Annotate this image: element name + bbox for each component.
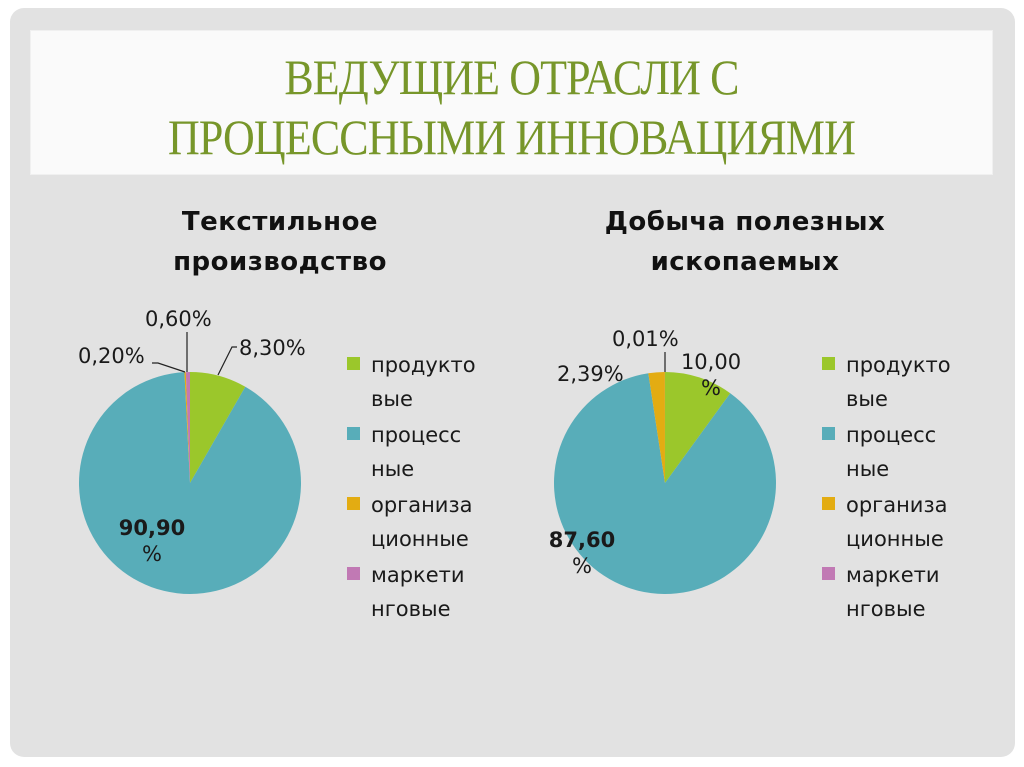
chart2-legend-item-marketing: маркети нговые: [820, 558, 976, 626]
legend-swatch-product: [347, 357, 360, 370]
legend-swatch-organizational: [822, 497, 835, 510]
legend-label-line2: нговые: [371, 597, 451, 621]
chart1-label-process-unit: %: [142, 542, 162, 566]
chart1-legend-item-marketing: маркети нговые: [345, 558, 501, 626]
chart2-label-product-value: 10,00: [680, 350, 742, 374]
legend-label-line1: организа: [371, 493, 473, 517]
chart1-label-organizational: 0,20%: [78, 344, 145, 368]
legend-swatch-marketing: [822, 567, 835, 580]
chart2-label-process: 87,60 %: [542, 527, 622, 579]
pie-slice-organizational: [184, 372, 190, 483]
pie-slice-product: [190, 372, 246, 483]
chart1-leader-product: [217, 346, 237, 376]
pie-slice-organizational: [648, 372, 665, 483]
chart1-label-process: 90,90 %: [112, 515, 192, 567]
pie-slice-marketing: [185, 372, 190, 483]
legend-label-line2: вые: [371, 387, 413, 411]
chart2-title-line2: ископаемых: [650, 247, 840, 277]
chart2-label-organizational: 2,39%: [557, 362, 624, 386]
chart1-legend-item-process: процесс ные: [345, 418, 501, 486]
chart2-legend-item-process: процесс ные: [820, 418, 976, 486]
legend-label-line2: ные: [846, 457, 890, 481]
chart1-label-product: 8,30%: [239, 336, 306, 360]
chart2-pie: [554, 372, 776, 594]
slide-title: ВЕДУЩИЕ ОТРАСЛИ С ПРОЦЕССНЫМИ ИННОВАЦИЯМ…: [89, 47, 935, 167]
legend-label-line1: процесс: [846, 423, 937, 447]
chart2-legend-item-organizational: организа ционные: [820, 488, 976, 556]
chart2-legend-item-product: продукто вые: [820, 348, 976, 416]
chart2-label-marketing: 0,01%: [612, 327, 679, 351]
legend-label-line1: продукто: [846, 353, 951, 377]
legend-label-line2: ционные: [846, 527, 944, 551]
title-box: ВЕДУЩИЕ ОТРАСЛИ С ПРОЦЕССНЫМИ ИННОВАЦИЯМ…: [30, 30, 993, 175]
legend-swatch-organizational: [347, 497, 360, 510]
chart2-label-process-unit: %: [572, 554, 592, 578]
legend-label-line1: продукто: [371, 353, 476, 377]
pie-slice-process: [78, 372, 301, 594]
legend-label-line1: маркети: [846, 563, 940, 587]
chart2-legend: продукто вые процесс ные организа ционные м…: [820, 348, 976, 628]
legend-label-line2: вые: [846, 387, 888, 411]
chart1-legend: продукто вые процесс ные организа ционные м…: [345, 348, 501, 628]
pie-slice-process: [554, 373, 776, 594]
chart1-title-line2: производство: [173, 247, 387, 277]
legend-swatch-product: [822, 357, 835, 370]
chart2-title-line1: Добыча полезных: [604, 207, 886, 237]
chart2-label-process-value: 87,60: [548, 528, 616, 552]
chart2-label-product-unit: %: [701, 376, 721, 400]
legend-label-line1: организа: [846, 493, 948, 517]
legend-label-line1: маркети: [371, 563, 465, 587]
legend-swatch-process: [822, 427, 835, 440]
slide-title-line1: ВЕДУЩИЕ ОТРАСЛИ С: [284, 49, 739, 105]
chart2-label-product: 10,00 %: [678, 349, 744, 401]
pie-slice-product: [665, 372, 731, 483]
chart1-title-line1: Текстильное: [181, 207, 379, 237]
chart1-pie: [78, 372, 301, 594]
legend-swatch-marketing: [347, 567, 360, 580]
legend-label-line2: ные: [371, 457, 415, 481]
legend-swatch-process: [347, 427, 360, 440]
legend-label-line1: процесс: [371, 423, 462, 447]
chart1-legend-item-organizational: организа ционные: [345, 488, 501, 556]
slide-title-line2: ПРОЦЕССНЫМИ ИННОВАЦИЯМИ: [168, 109, 856, 165]
chart1-legend-item-product: продукто вые: [345, 348, 501, 416]
chart2-title: Добыча полезных ископаемых: [580, 202, 910, 282]
chart1-leader-organizational: [152, 362, 186, 373]
legend-label-line2: нговые: [846, 597, 926, 621]
legend-label-line2: ционные: [371, 527, 469, 551]
chart1-label-process-value: 90,90: [118, 516, 186, 540]
chart1-title: Текстильное производство: [120, 202, 440, 282]
chart1-label-marketing: 0,60%: [145, 307, 212, 331]
